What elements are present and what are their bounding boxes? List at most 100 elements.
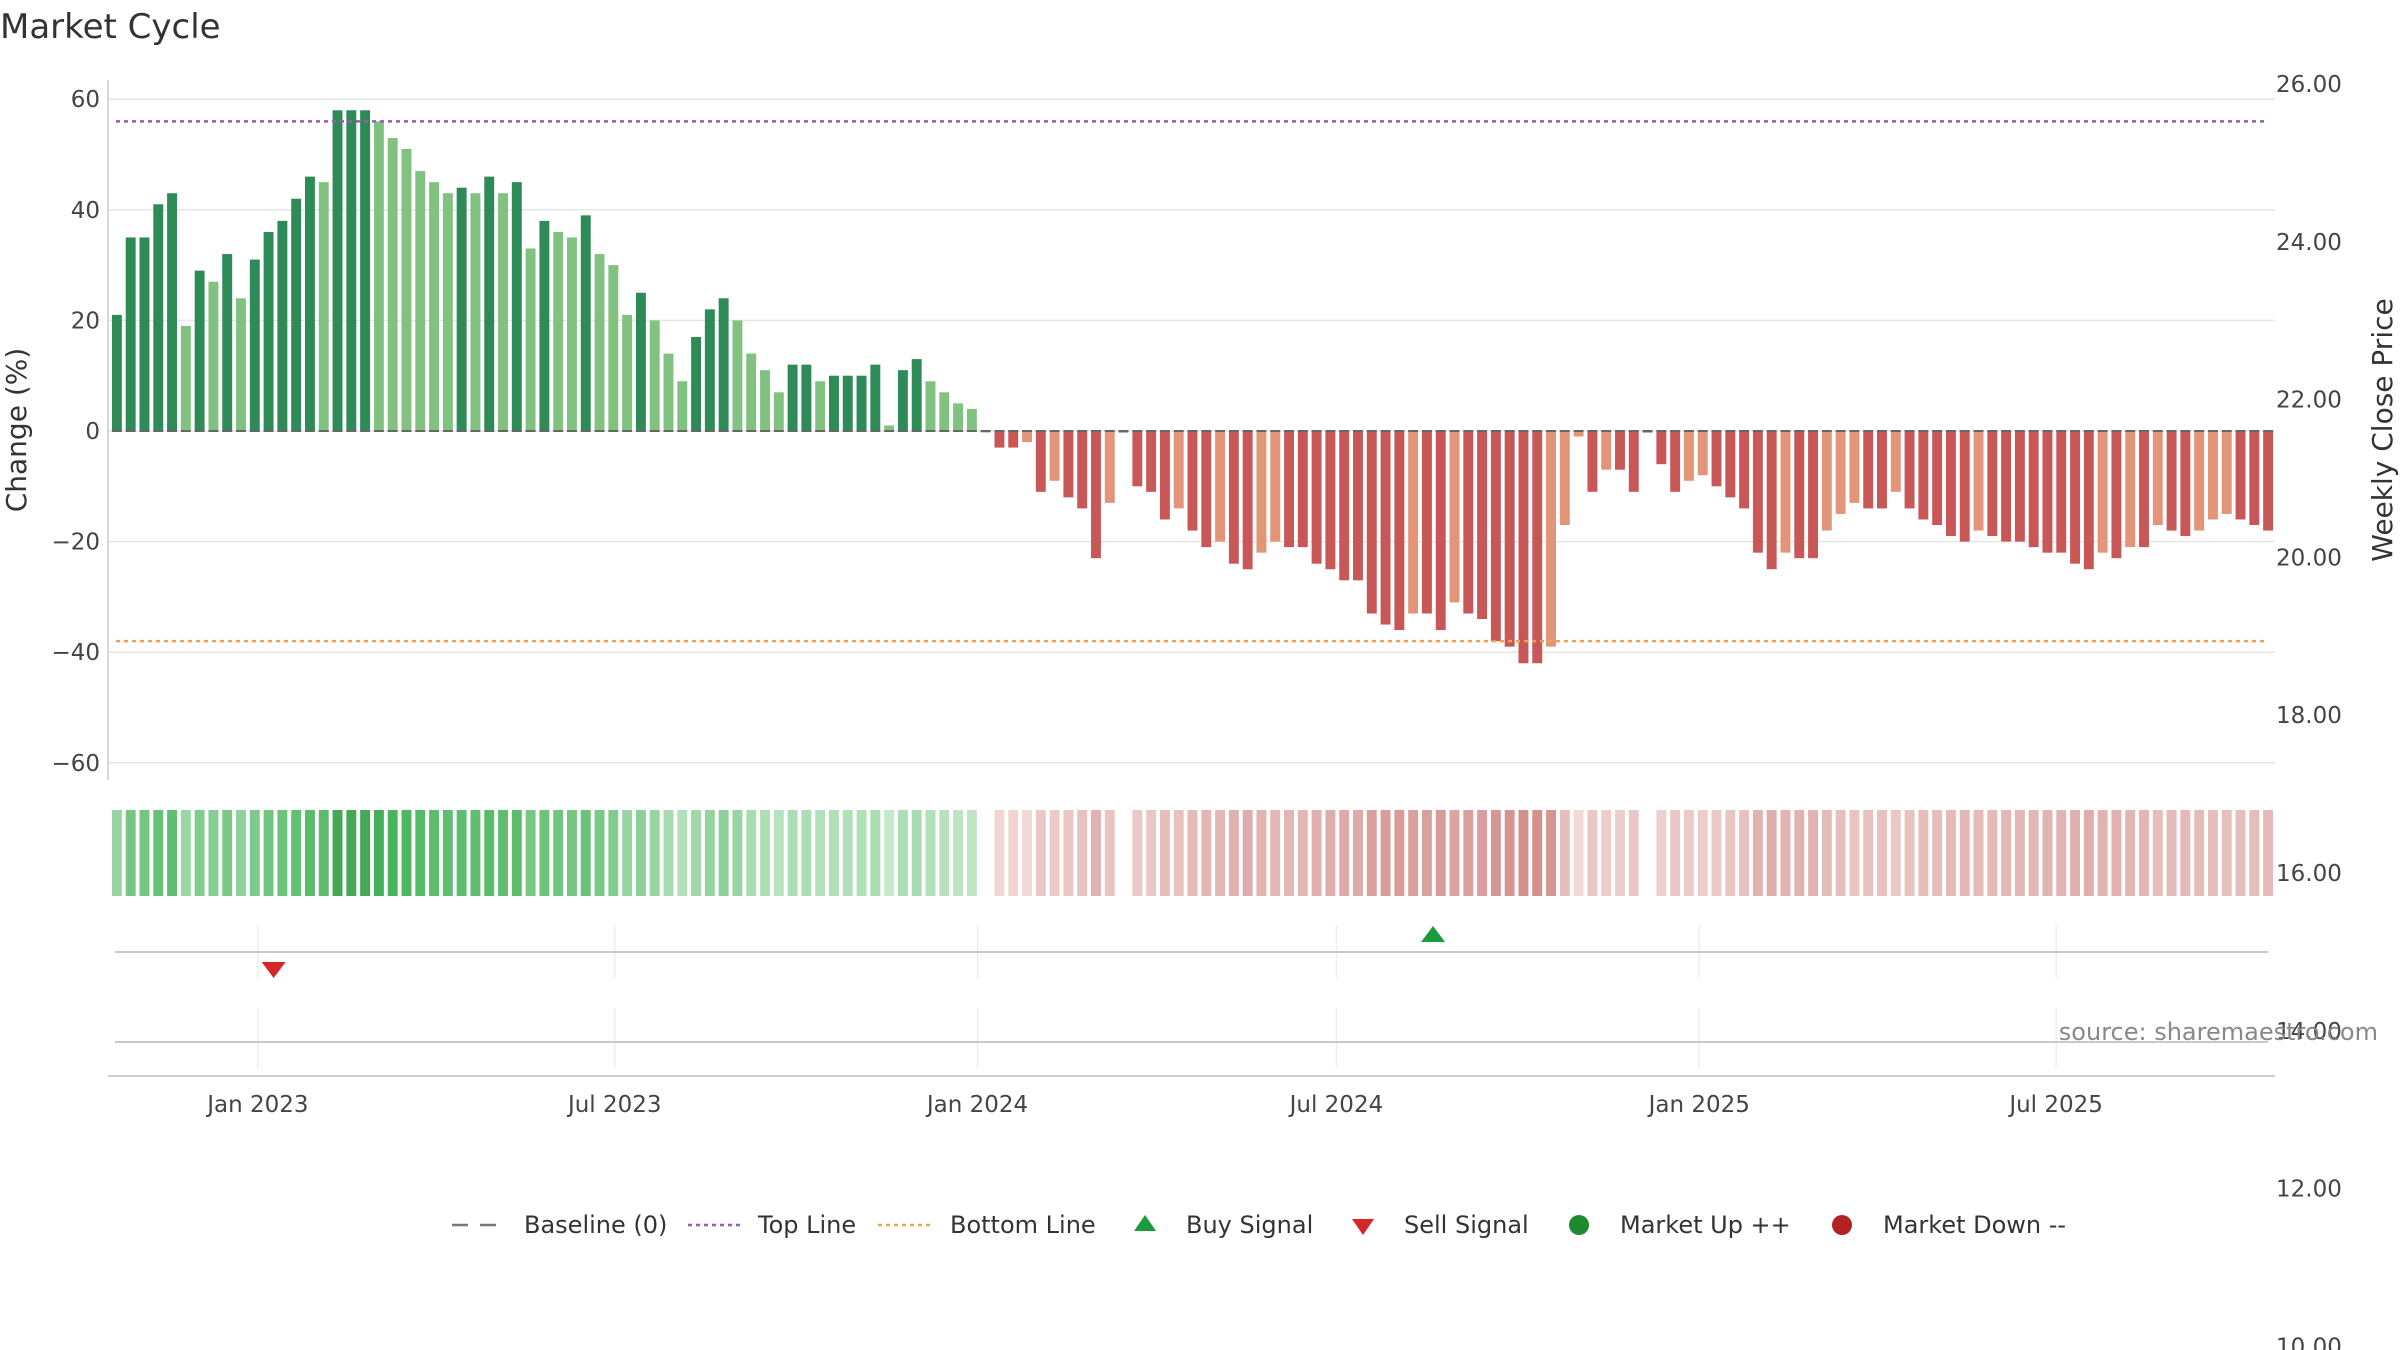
legend-label: Market Up ++ <box>1620 1211 1791 1239</box>
trend-cell <box>139 810 150 896</box>
change-bar <box>304 176 315 431</box>
trend-cell <box>1697 810 1708 896</box>
y2-tick-label: 24.00 <box>2276 230 2342 256</box>
change-bar <box>1656 431 1667 465</box>
legend-label: Baseline (0) <box>524 1211 667 1239</box>
trend-cell <box>1766 810 1777 896</box>
change-bar <box>1890 431 1901 492</box>
y-tick-label: −40 <box>51 640 100 666</box>
trend-cell <box>1559 810 1570 896</box>
trend-cell <box>111 810 122 896</box>
trend-cell <box>939 810 950 896</box>
trend-cell <box>1449 810 1460 896</box>
change-bar <box>2070 431 2081 564</box>
change-bar <box>373 121 384 431</box>
trend-cell <box>1780 810 1791 896</box>
trend-cell <box>1821 810 1832 896</box>
legend-label: Market Down -- <box>1883 1211 2066 1239</box>
y2-tick-label: 18.00 <box>2276 703 2342 729</box>
trend-cell <box>1959 810 1970 896</box>
trend-cell <box>1146 810 1157 896</box>
sell-signal-marker <box>261 962 286 978</box>
trend-cell <box>456 810 467 896</box>
change-bar <box>2001 431 2012 542</box>
change-bar <box>1394 431 1405 631</box>
change-bar <box>677 381 688 431</box>
trend-cell <box>1463 810 1474 896</box>
trend-cell <box>1490 810 1501 896</box>
x-tick-label: Jan 2024 <box>925 1092 1028 1118</box>
change-bar <box>2139 431 2149 548</box>
change-bar <box>1366 431 1377 614</box>
trend-cell <box>1546 810 1556 896</box>
trend-cell <box>622 810 633 896</box>
change-bar <box>2249 431 2260 526</box>
trend-cell <box>718 810 729 896</box>
change-bar <box>1711 431 1722 487</box>
trend-cell <box>1532 810 1543 896</box>
trend-cell <box>1849 810 1860 896</box>
legend-triangle-up-icon <box>1134 1215 1156 1231</box>
grid-lines <box>107 80 2275 780</box>
change-bar <box>401 148 412 431</box>
trend-cell <box>677 810 688 896</box>
change-bar <box>318 182 329 431</box>
trend-cell <box>1711 810 1722 896</box>
trend-cell <box>2235 810 2246 896</box>
change-bar <box>842 375 853 431</box>
trend-cell <box>222 810 233 896</box>
trend-cell <box>1725 810 1736 896</box>
x-axis: Jan 2023 Jul 2023 Jan 2024 Jul 2024 Jan 2025… <box>108 1075 2275 1118</box>
trend-cell <box>1601 810 1612 896</box>
trend-cell <box>704 810 715 896</box>
change-bar <box>360 110 371 431</box>
legend-label: Bottom Line <box>950 1211 1096 1239</box>
trend-cell <box>1077 810 1088 896</box>
y-tick-label: 20 <box>71 308 100 334</box>
trend-cell <box>1201 810 1212 896</box>
change-bar <box>911 359 922 431</box>
change-bar <box>718 298 729 431</box>
change-bar <box>1973 431 1984 531</box>
trend-cell <box>1670 810 1681 896</box>
trend-cell <box>2125 810 2136 896</box>
trend-cell <box>856 810 867 896</box>
change-bar <box>153 204 164 431</box>
change-bar <box>1490 431 1501 642</box>
change-bar <box>1821 431 1832 531</box>
trend-cell <box>1518 810 1529 896</box>
trend-cell <box>2180 810 2191 896</box>
change-bar <box>111 314 122 431</box>
change-bar <box>222 254 233 431</box>
trend-cell <box>2166 810 2177 896</box>
change-bar <box>884 425 895 431</box>
change-bar <box>1284 431 1294 548</box>
change-bar <box>1325 431 1336 570</box>
trend-cell <box>1132 810 1143 896</box>
trend-cell <box>829 810 839 896</box>
trend-cell <box>470 810 481 896</box>
trend-cell <box>1890 810 1901 896</box>
change-bar <box>498 193 508 431</box>
trend-cell <box>373 810 384 896</box>
change-bar <box>1601 431 1612 470</box>
y2-tick-label: 10.00 <box>2276 1334 2342 1350</box>
change-bar <box>1904 431 1915 509</box>
change-bar <box>387 137 398 431</box>
trend-cell <box>870 810 881 896</box>
y2-tick-label: 26.00 <box>2276 72 2342 98</box>
signal-panel <box>115 925 2268 1068</box>
trend-cell <box>1242 810 1253 896</box>
change-bar <box>953 403 964 431</box>
trend-cell <box>2042 810 2053 896</box>
change-bar <box>2180 431 2191 537</box>
trend-cell <box>1215 810 1226 896</box>
change-bar <box>511 182 522 431</box>
legend-label: Buy Signal <box>1186 1211 1313 1239</box>
change-bar <box>801 364 812 431</box>
change-bar <box>2125 431 2136 548</box>
change-bar <box>1132 431 1143 487</box>
trend-cell <box>1835 810 1846 896</box>
trend-cell <box>2139 810 2149 896</box>
change-bar <box>194 270 205 431</box>
